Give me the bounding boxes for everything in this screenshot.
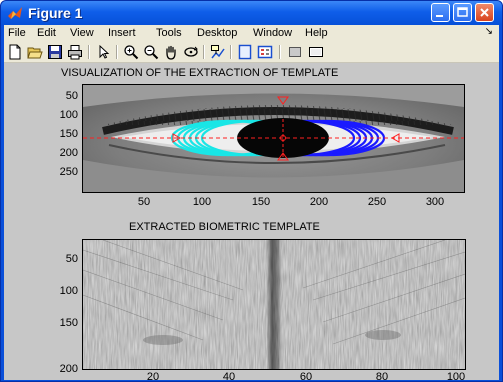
plot2-xtick: 100 [446, 371, 466, 382]
menu-insert[interactable]: Insert [108, 27, 136, 39]
toolbar [4, 42, 499, 63]
zoom-in-icon[interactable] [123, 44, 139, 60]
window-title: Figure 1 [28, 5, 83, 21]
toolbar-separator [116, 45, 118, 59]
colorbar-icon[interactable] [237, 44, 253, 60]
minimize-button[interactable] [431, 3, 450, 22]
zoom-out-icon[interactable] [143, 44, 159, 60]
plot2-ytick: 100 [59, 285, 78, 297]
hide-plot-tools-icon[interactable] [287, 44, 303, 60]
new-file-icon[interactable] [7, 44, 23, 60]
toolbar-separator [203, 45, 205, 59]
toolbar-separator [88, 45, 90, 59]
plot1-xtick: 50 [137, 196, 151, 208]
plot1-title: VISUALIZATION OF THE EXTRACTION OF TEMPL… [61, 67, 339, 79]
plot2-xtick: 60 [299, 371, 313, 382]
maximize-icon [457, 7, 468, 17]
menu-window[interactable]: Window [253, 27, 293, 39]
plot1-xtick: 250 [367, 196, 387, 208]
menu-bar: File Edit View Insert Tools Desktop Wind… [4, 25, 499, 42]
close-icon [480, 8, 489, 17]
show-plot-tools-icon[interactable] [308, 44, 324, 60]
menu-view[interactable]: View [70, 27, 94, 39]
open-folder-icon[interactable] [27, 44, 43, 60]
plot2-ytick: 200 [59, 363, 78, 375]
minimize-icon [436, 15, 443, 17]
pan-hand-icon[interactable] [163, 44, 179, 60]
plot1-xtick: 150 [251, 196, 271, 208]
maximize-button[interactable] [453, 3, 472, 22]
center-markers [83, 96, 464, 161]
rotate-3d-icon[interactable] [183, 44, 199, 60]
plot1-xtick: 200 [309, 196, 329, 208]
matlab-logo-icon [8, 7, 22, 19]
legend-icon[interactable] [257, 44, 273, 60]
client-area: File Edit View Insert Tools Desktop Wind… [4, 25, 499, 382]
figure-canvas: VISUALIZATION OF THE EXTRACTION OF TEMPL… [4, 63, 499, 382]
eye-image [83, 85, 464, 192]
title-bar[interactable]: Figure 1 [1, 1, 502, 25]
toolbar-separator [279, 45, 281, 59]
menu-edit[interactable]: Edit [37, 27, 56, 39]
menu-help[interactable]: Help [305, 27, 328, 39]
plot1-axes[interactable] [82, 84, 465, 193]
plot2-xtick: 20 [146, 371, 160, 382]
plot2-ytick: 50 [65, 253, 78, 265]
menu-tools[interactable]: Tools [156, 27, 182, 39]
plot2-ytick: 150 [59, 317, 78, 329]
plot1-xtick: 300 [425, 196, 445, 208]
plot2-title: EXTRACTED BIOMETRIC TEMPLATE [129, 221, 320, 233]
plot1-ytick: 250 [59, 166, 78, 178]
menu-overflow-arrow[interactable]: ↘ [484, 26, 493, 37]
menu-desktop[interactable]: Desktop [197, 27, 238, 39]
plot2-xtick: 40 [222, 371, 236, 382]
save-icon[interactable] [47, 44, 63, 60]
plot2-xtick: 80 [375, 371, 389, 382]
print-icon[interactable] [67, 44, 83, 60]
plot2-axes[interactable] [82, 239, 466, 370]
menu-file[interactable]: File [8, 27, 26, 39]
plot1-ytick: 50 [65, 90, 78, 102]
plot1-ytick: 200 [59, 147, 78, 159]
pointer-icon[interactable] [96, 44, 112, 60]
close-button[interactable] [475, 3, 494, 22]
data-cursor-icon[interactable] [210, 44, 226, 60]
toolbar-separator [230, 45, 232, 59]
plot1-ytick: 150 [59, 128, 78, 140]
plot1-xtick: 100 [192, 196, 212, 208]
plot1-ytick: 100 [59, 109, 78, 121]
biometric-template-image [83, 240, 465, 369]
